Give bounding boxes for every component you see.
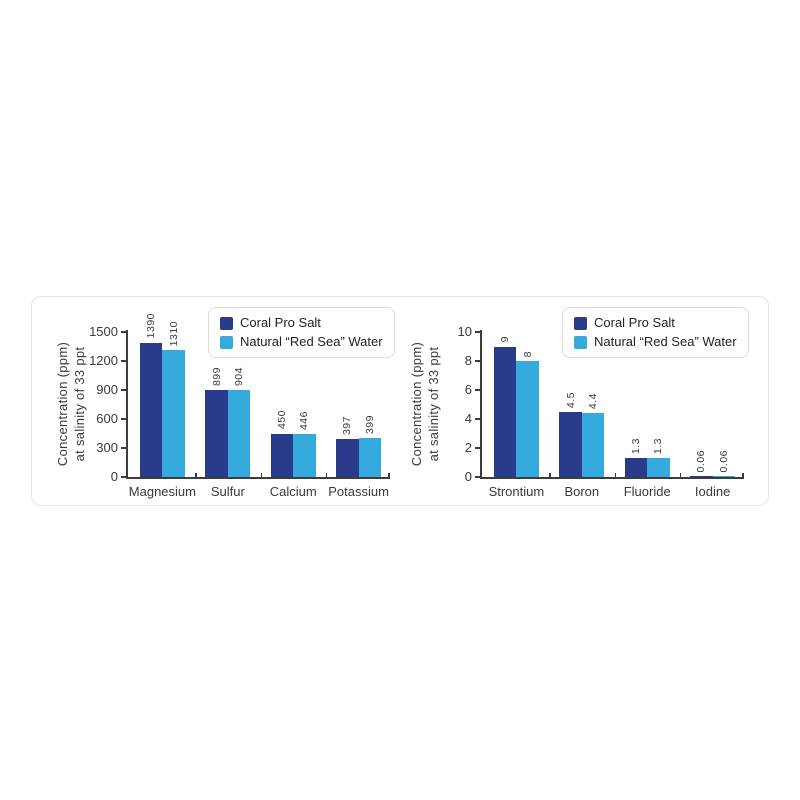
legend-label: Coral Pro Salt xyxy=(594,315,675,330)
bar-value-label: 1310 xyxy=(167,321,180,347)
legend-swatch-icon xyxy=(574,316,587,330)
x-tick-mark xyxy=(260,472,263,477)
bar-strontium-series0 xyxy=(494,346,517,477)
y-tick-mark xyxy=(475,331,480,333)
bar-fluoride-series0 xyxy=(624,458,648,477)
y-tick-mark xyxy=(475,360,480,362)
y-tick-label: 6 xyxy=(464,382,472,397)
legend-item: Coral Pro Salt xyxy=(574,315,737,331)
bar-value-label: 904 xyxy=(233,366,245,386)
legend-label: Coral Pro Salt xyxy=(240,315,321,330)
bar-fluoride-series1 xyxy=(647,458,670,477)
y-tick-label: 1500 xyxy=(89,324,118,339)
y-tick-mark xyxy=(475,476,480,478)
y-tick-mark xyxy=(475,389,480,391)
bar-boron-series0 xyxy=(559,411,582,477)
bar-calcium-series0 xyxy=(270,433,294,477)
legend: Coral Pro Salt Natural “Red Sea” Water xyxy=(562,307,749,358)
x-tick-mark xyxy=(549,472,551,477)
x-tick-mark xyxy=(195,472,197,477)
y-tick-label: 4 xyxy=(464,411,472,426)
y-tick-label: 600 xyxy=(96,411,118,426)
x-axis-spine xyxy=(480,477,744,479)
bar-value-label: 450 xyxy=(276,410,288,430)
x-category-label: Sulfur xyxy=(210,484,245,499)
legend-swatch-icon xyxy=(574,335,587,349)
bar-magnesium-series1 xyxy=(162,350,185,477)
y-tick-mark xyxy=(121,476,126,478)
bar-value-label: 1.3 xyxy=(630,438,642,455)
bar-value-label: 4.4 xyxy=(587,393,599,410)
legend-swatch-icon xyxy=(220,316,233,330)
bar-strontium-series1 xyxy=(516,361,539,477)
y-axis-spine xyxy=(126,330,128,479)
bar-value-label: 1390 xyxy=(145,313,158,339)
x-category-label: Calcium xyxy=(269,484,317,499)
bar-value-label: 397 xyxy=(341,415,354,435)
x-category-label: Potassium xyxy=(328,484,389,499)
x-category-label: Boron xyxy=(564,484,600,499)
x-tick-mark xyxy=(679,472,682,477)
y-tick-label: 10 xyxy=(457,324,472,339)
bar-value-label: 1.3 xyxy=(652,438,665,455)
y-tick-mark xyxy=(475,447,480,449)
y-tick-label: 0 xyxy=(110,469,118,484)
bar-value-label: 0.06 xyxy=(695,449,708,472)
bar-boron-series1 xyxy=(581,413,605,477)
bar-value-label: 4.5 xyxy=(564,391,577,408)
bar-potassium-series0 xyxy=(336,438,359,477)
bar-magnesium-series0 xyxy=(140,342,163,477)
legend-item: Coral Pro Salt xyxy=(220,315,383,331)
bar-chart-trace-elements: Concentration (ppm) at salinity of 33 pp… xyxy=(386,297,756,507)
bar-value-label: 399 xyxy=(363,415,376,435)
y-tick-label: 2 xyxy=(464,440,472,455)
bar-value-label: 899 xyxy=(210,367,223,387)
bar-iodine-series1 xyxy=(712,476,735,477)
bar-value-label: 0.06 xyxy=(717,449,730,472)
legend-swatch-icon xyxy=(220,335,233,349)
y-tick-mark xyxy=(121,389,126,391)
y-axis-spine xyxy=(480,330,482,479)
y-tick-mark xyxy=(121,331,126,333)
x-axis-end-tick xyxy=(742,472,744,477)
bar-calcium-series1 xyxy=(293,433,316,477)
x-category-label: Iodine xyxy=(694,484,731,499)
x-axis-end-tick xyxy=(388,472,390,477)
y-tick-label: 1200 xyxy=(89,353,118,368)
x-axis-spine xyxy=(126,477,390,479)
legend: Coral Pro Salt Natural “Red Sea” Water xyxy=(208,307,395,358)
y-tick-mark xyxy=(121,360,126,362)
y-tick-label: 900 xyxy=(96,382,118,397)
y-tick-mark xyxy=(121,447,126,449)
x-category-label: Magnesium xyxy=(128,484,196,499)
x-category-label: Strontium xyxy=(488,484,545,499)
legend-label: Natural “Red Sea” Water xyxy=(594,334,737,349)
y-tick-mark xyxy=(121,418,126,420)
bar-value-label: 9 xyxy=(499,336,512,343)
x-tick-mark xyxy=(325,472,328,477)
bar-iodine-series0 xyxy=(690,476,713,477)
x-category-label: Fluoride xyxy=(623,484,671,499)
x-tick-mark xyxy=(614,472,617,477)
bar-potassium-series1 xyxy=(358,438,381,477)
bar-sulfur-series0 xyxy=(205,390,228,477)
bar-chart-major-elements: Concentration (ppm) at salinity of 33 pp… xyxy=(32,297,402,507)
y-tick-label: 8 xyxy=(464,353,472,368)
chart-card: Concentration (ppm) at salinity of 33 pp… xyxy=(31,296,769,506)
y-tick-label: 300 xyxy=(96,440,118,455)
legend-label: Natural “Red Sea” Water xyxy=(240,334,383,349)
bar-value-label: 446 xyxy=(298,410,311,430)
legend-item: Natural “Red Sea” Water xyxy=(574,334,737,350)
bar-value-label: 8 xyxy=(521,350,534,357)
y-tick-mark xyxy=(475,418,480,420)
y-tick-label: 0 xyxy=(464,469,472,484)
bar-sulfur-series1 xyxy=(227,389,251,477)
legend-item: Natural “Red Sea” Water xyxy=(220,334,383,350)
